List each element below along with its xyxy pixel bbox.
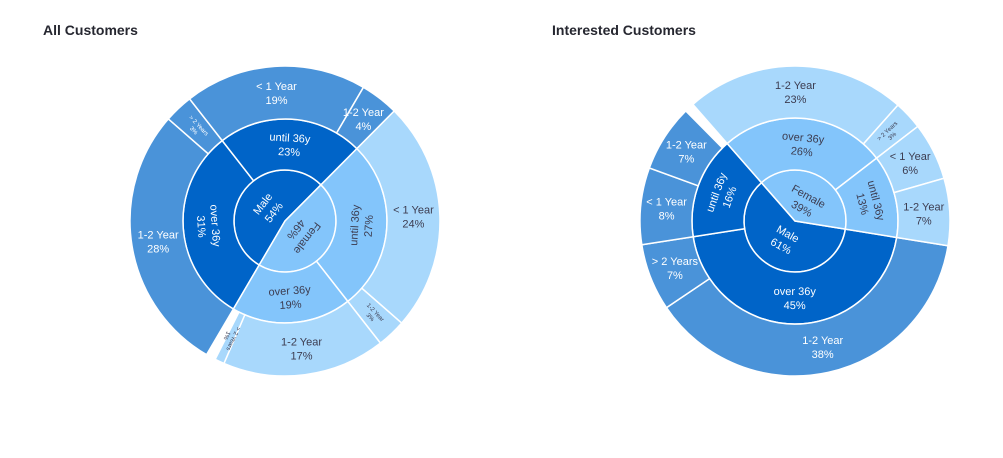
- segment-label: < 1 Year 6%: [890, 151, 931, 177]
- segment-label-name: until 36y: [269, 131, 311, 145]
- segment-label-percent: 45%: [784, 300, 806, 312]
- segment-female-until-36y-1-2-year[interactable]: [893, 177, 951, 247]
- segment-label-name: over 36y: [268, 284, 311, 299]
- segment-label: < 1 Year 24%: [393, 205, 434, 231]
- segment-label-name: < 1 Year: [890, 151, 931, 163]
- segment-label: 1-2 Year 23%: [775, 80, 816, 106]
- segment-label-percent: 28%: [147, 244, 169, 256]
- segment-label-name: < 1 Year: [393, 205, 434, 217]
- segment-label: 1-2 Year 4%: [343, 107, 384, 133]
- segment-label-percent: 31%: [194, 215, 207, 238]
- segment-label: < 1 Year 19%: [256, 81, 297, 107]
- segment-label-percent: 4%: [355, 121, 371, 133]
- segment-label-percent: 6%: [902, 165, 918, 177]
- segment-label-percent: 19%: [265, 95, 287, 107]
- segment-label-percent: 3%: [188, 126, 199, 137]
- segment-label: 1-2 Year 17%: [281, 336, 322, 362]
- segment-label-percent: 27%: [363, 214, 376, 237]
- segment-label: 1-2 Year 28%: [138, 230, 179, 256]
- segment-label-percent: 1%: [221, 330, 230, 341]
- segment-label-name: over 36y: [207, 204, 222, 247]
- segment-label: over 36y19%: [268, 284, 312, 313]
- segment-label-name: > 2 Years: [652, 256, 699, 268]
- segment-label: 1-2 Year 7%: [666, 139, 707, 165]
- segment-label-percent: 24%: [402, 219, 424, 231]
- segment-label-percent: 13%: [853, 192, 870, 216]
- segment-label: < 1 Year 8%: [646, 196, 687, 222]
- segment-label: over 36y26%: [780, 130, 825, 160]
- segment-male-over-36y-1-2-year[interactable]: [665, 236, 949, 377]
- segment-label-name: over 36y: [774, 286, 817, 298]
- chart-title: Interested Customers: [552, 22, 696, 38]
- chart-panel-interested: Interested Customers Male61% over 36y 45% 1…: [502, 0, 1003, 458]
- segment-label-percent: 38%: [812, 349, 834, 361]
- segment-label-percent: 7%: [678, 153, 694, 165]
- segment-label-name: < 1 Year: [646, 196, 687, 208]
- segment-label-percent: 17%: [291, 350, 313, 362]
- segment-label-name: until 36y: [348, 204, 362, 246]
- segment-label-name: 1-2 Year: [903, 201, 944, 213]
- segment-label-name: 1-2 Year: [343, 107, 384, 119]
- segment-label: > 2 Years 7%: [652, 256, 699, 282]
- chart-panel-all: All Customers Male54% over 36y31% 1-2 Year…: [0, 0, 501, 458]
- segment-label-name: 1-2 Year: [281, 336, 322, 348]
- sunburst-chart-all-customers: Male54%over 36y31%1-2 Year 28%> 2 Years3%…: [129, 65, 441, 377]
- segment-label: over 36y31%: [193, 204, 222, 248]
- segment-label-percent: 3%: [888, 131, 899, 142]
- chart-title: All Customers: [43, 22, 138, 38]
- segment-label: until 36y23%: [268, 131, 311, 159]
- segment-label: 1-2 Year 38%: [802, 335, 843, 361]
- segment-male-over-36y-1-2-year[interactable]: [129, 117, 235, 356]
- segment-label-percent: 8%: [659, 210, 675, 222]
- segment-label-percent: 26%: [790, 145, 813, 159]
- segment-label-percent: 19%: [279, 299, 302, 312]
- segment-label-percent: 23%: [784, 94, 806, 106]
- sunburst-chart-interested-customers: Male61%over 36y 45%1-2 Year 38%> 2 Years 7%…: [639, 65, 951, 377]
- segment-label-percent: 7%: [667, 270, 683, 282]
- segment-female-over-36y-2-years[interactable]: [214, 311, 246, 365]
- segment-label-percent: 3%: [364, 313, 375, 324]
- segment-label-name: 1-2 Year: [666, 139, 707, 151]
- segment-label-percent: 7%: [916, 215, 932, 227]
- segment-label-name: 1-2 Year: [775, 80, 816, 92]
- segment-label-name: 1-2 Year: [802, 335, 843, 347]
- segment-label-name: 1-2 Year: [138, 230, 179, 242]
- segment-label-percent: 23%: [278, 146, 301, 159]
- segment-label: 1-2 Year 7%: [903, 201, 944, 227]
- segment-label: over 36y 45%: [774, 286, 817, 312]
- segment-label: until 36y27%: [348, 204, 376, 247]
- segment-label-name: over 36y: [782, 130, 826, 146]
- segment-male-until-36y-1-2-year[interactable]: [648, 109, 724, 187]
- segment-label-name: < 1 Year: [256, 81, 297, 93]
